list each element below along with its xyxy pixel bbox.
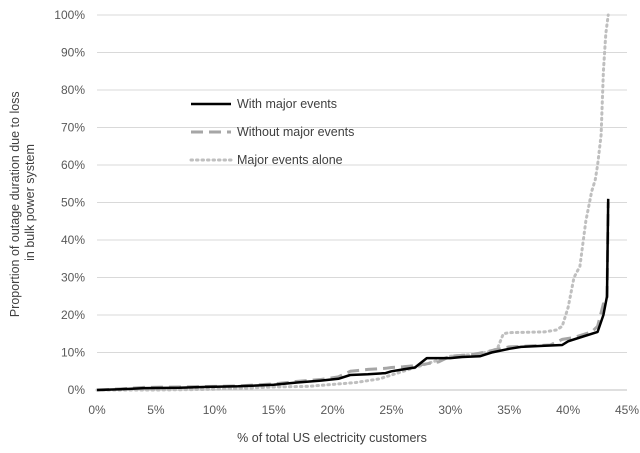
y-tick-label: 80% bbox=[61, 83, 85, 97]
y-tick-label: 70% bbox=[61, 121, 85, 135]
y-tick-label: 20% bbox=[61, 308, 85, 322]
y-tick-label: 60% bbox=[61, 158, 85, 172]
x-tick-label: 25% bbox=[379, 403, 403, 417]
y-axis-ticks: 0% 10% 20% 30% 40% 50% 60% 70% 80% 90% 100% bbox=[54, 8, 85, 397]
y-axis-title-line-1: Proportion of outage duration due to los… bbox=[8, 91, 22, 317]
x-tick-label: 30% bbox=[438, 403, 462, 417]
legend-label: With major events bbox=[237, 97, 337, 111]
series-line bbox=[96, 198, 610, 392]
x-tick-label: 10% bbox=[203, 403, 227, 417]
x-tick-label: 45% bbox=[615, 403, 639, 417]
series-line bbox=[96, 202, 610, 392]
y-tick-label: 50% bbox=[61, 196, 85, 210]
y-tick-label: 0% bbox=[68, 383, 86, 397]
legend-label: Without major events bbox=[237, 125, 354, 139]
y-tick-label: 90% bbox=[61, 46, 85, 60]
y-tick-label: 30% bbox=[61, 271, 85, 285]
y-axis-title: Proportion of outage duration due to los… bbox=[8, 88, 37, 317]
y-tick-label: 100% bbox=[54, 8, 85, 22]
x-tick-label: 20% bbox=[321, 403, 345, 417]
series-line bbox=[95, 13, 610, 392]
x-axis-ticks: 0% 5% 10% 15% 20% 25% 30% 35% 40% 45% bbox=[88, 403, 639, 417]
series-lines bbox=[95, 13, 610, 392]
x-tick-label: 35% bbox=[497, 403, 521, 417]
x-tick-label: 15% bbox=[262, 403, 286, 417]
x-tick-label: 0% bbox=[88, 403, 106, 417]
legend: With major events Without major events Maj… bbox=[189, 97, 354, 167]
y-tick-label: 10% bbox=[61, 346, 85, 360]
y-axis-title-line-2: in bulk power system bbox=[23, 144, 37, 261]
gridlines bbox=[97, 14, 627, 353]
x-tick-label: 5% bbox=[147, 403, 165, 417]
y-tick-label: 40% bbox=[61, 233, 85, 247]
x-axis-title: % of total US electricity customers bbox=[237, 431, 427, 445]
x-tick-label: 40% bbox=[556, 403, 580, 417]
legend-label: Major events alone bbox=[237, 153, 343, 167]
